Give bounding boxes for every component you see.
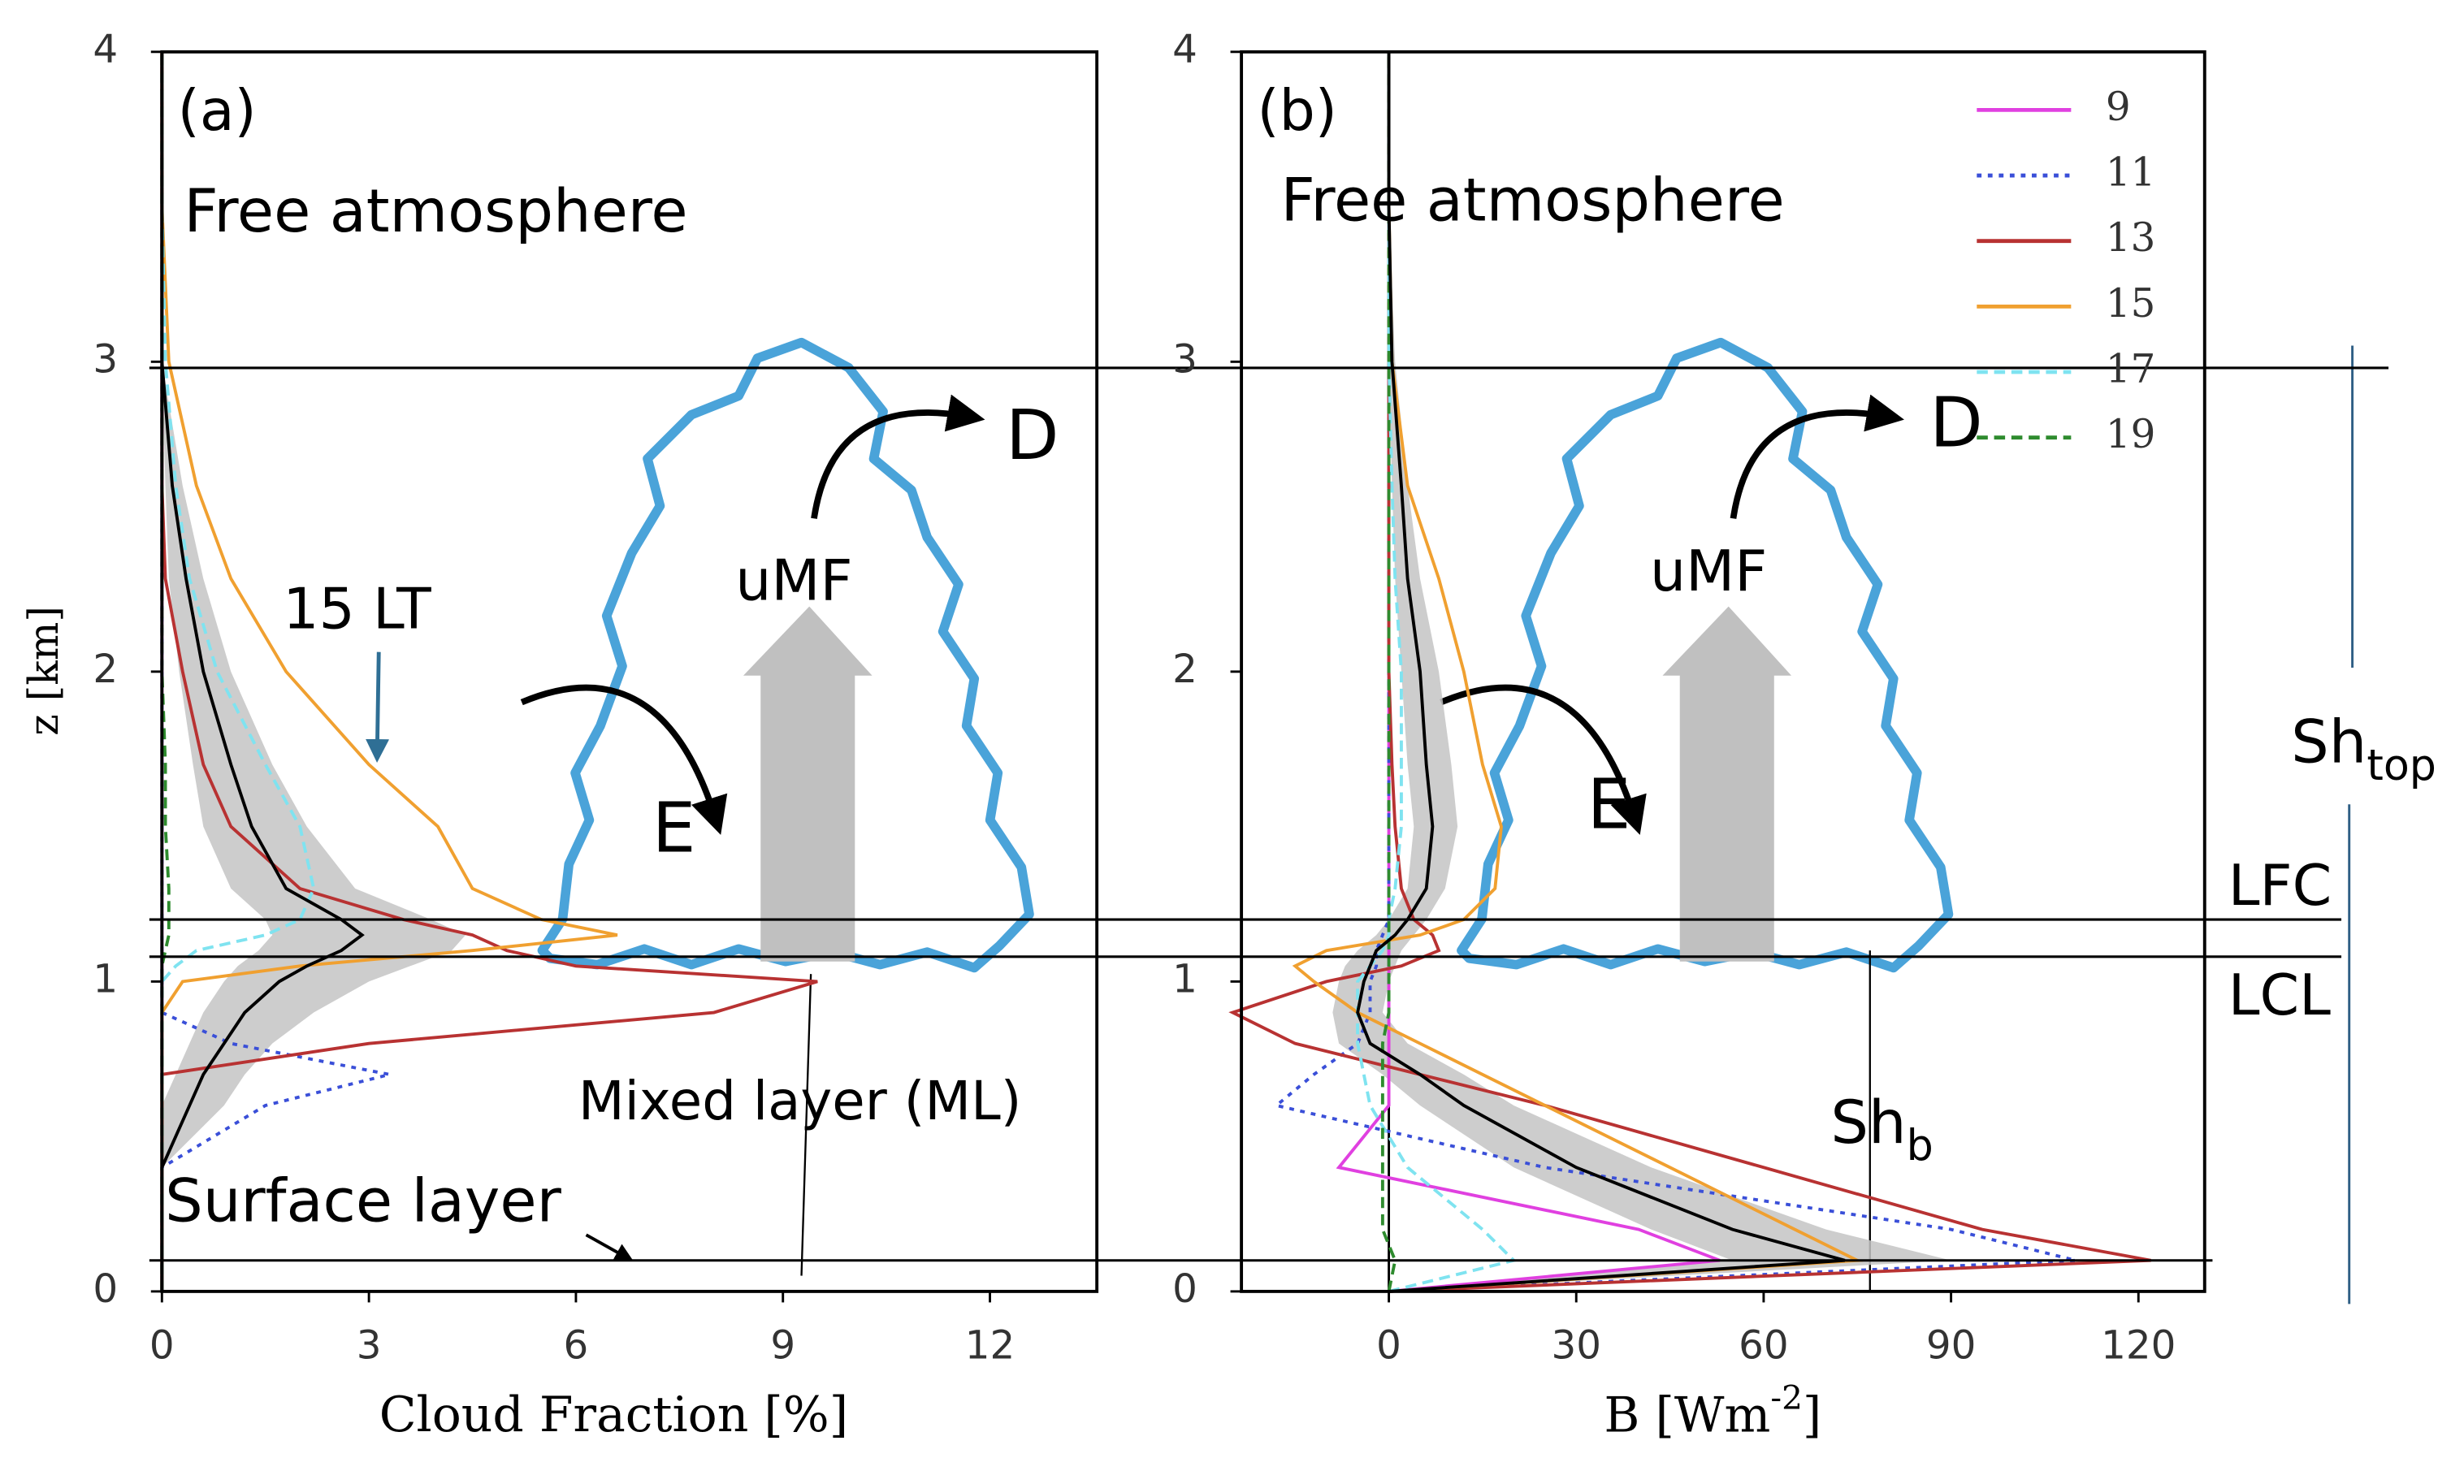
x-tick-label: 12 — [965, 1323, 1015, 1369]
pointer-arrow — [585, 1233, 634, 1262]
annotation: Surface layer — [165, 1167, 561, 1236]
legend-label: 17 — [2106, 347, 2156, 392]
cloud-diagram — [1441, 343, 1949, 968]
annotation-main: Sh — [2291, 708, 2367, 777]
annotation-sub: top — [2367, 742, 2436, 790]
y-tick-label: 2 — [1172, 647, 1197, 692]
x-axis-label-sup: -2 — [1770, 1378, 1803, 1417]
y-tick-label: 3 — [93, 336, 118, 382]
legend-label: 15 — [2106, 281, 2156, 327]
annotation: D — [1929, 383, 1983, 464]
annotation: 15 LT — [283, 576, 431, 642]
pointer-line — [800, 974, 812, 1276]
profile-line — [1292, 51, 1864, 1293]
x-axis-label-part: ] — [1803, 1387, 1821, 1443]
y-tick-label: 0 — [1172, 1266, 1197, 1312]
legend-label: 13 — [2106, 215, 2156, 261]
annotation: uMF — [1650, 539, 1767, 604]
x-tick-label: 120 — [2101, 1323, 2176, 1369]
x-tick-label: 30 — [1551, 1323, 1601, 1369]
x-tick-label: 0 — [149, 1323, 175, 1369]
x-tick-label: 90 — [1926, 1323, 1977, 1369]
y-tick-label: 0 — [93, 1266, 118, 1312]
spread-band — [162, 51, 466, 1291]
x-tick-label: 9 — [770, 1323, 795, 1369]
y-tick-label: 1 — [93, 956, 118, 1002]
profile-line — [1272, 51, 2076, 1293]
annotation-sub: b — [1907, 1122, 1934, 1170]
cloud-diagram — [522, 343, 1029, 968]
y-axis-label: z [km] — [19, 606, 67, 736]
annotation: E — [652, 789, 696, 869]
legend-label: 19 — [2106, 412, 2156, 457]
legend-label: 11 — [2106, 150, 2156, 196]
y-tick-label: 1 — [1172, 956, 1197, 1002]
annotation: E — [1587, 765, 1631, 846]
mean-line — [160, 51, 365, 1291]
legend-label: 9 — [2106, 84, 2131, 130]
x-tick-label: 6 — [564, 1323, 589, 1369]
x-axis-label: B [Wm-2] — [1604, 1378, 1821, 1443]
annotation: LCL — [2228, 963, 2331, 1028]
panel-label: (b) — [1257, 78, 1337, 144]
panel-label: (a) — [178, 78, 257, 144]
annotation: Mixed layer (ML) — [578, 1070, 1022, 1132]
y-tick-label: 4 — [93, 27, 118, 72]
x-tick-label: 60 — [1739, 1323, 1789, 1369]
y-tick-label: 3 — [1172, 336, 1197, 382]
pointer-arrow — [366, 651, 390, 764]
x-tick-label: 3 — [357, 1323, 382, 1369]
x-axis-label: Cloud Fraction [%] — [379, 1387, 848, 1443]
annotation: LFC — [2228, 853, 2332, 919]
annotation: uMF — [735, 548, 852, 614]
profile-line — [1380, 51, 1397, 1292]
x-tick-label: 0 — [1376, 1323, 1401, 1369]
x-axis-label-part: B [Wm — [1604, 1387, 1770, 1443]
annotation-main: Sh — [1830, 1088, 1906, 1157]
annotation: Free atmosphere — [1280, 166, 1784, 235]
profile-line — [160, 51, 316, 1291]
annotation: Shtop — [2291, 708, 2436, 790]
profile-line — [1336, 51, 1721, 1293]
y-tick-label: 4 — [1172, 27, 1197, 72]
mean-line — [1356, 51, 1846, 1293]
y-tick-label: 2 — [93, 647, 118, 692]
annotation: Free atmosphere — [184, 177, 687, 246]
profile-line — [160, 51, 171, 1291]
annotation: Shb — [1830, 1088, 1933, 1170]
annotation: D — [1006, 396, 1059, 476]
